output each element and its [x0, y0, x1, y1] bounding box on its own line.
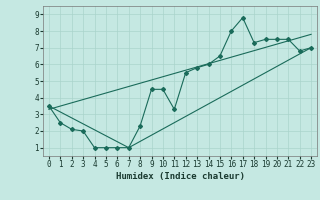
X-axis label: Humidex (Indice chaleur): Humidex (Indice chaleur) [116, 172, 244, 181]
